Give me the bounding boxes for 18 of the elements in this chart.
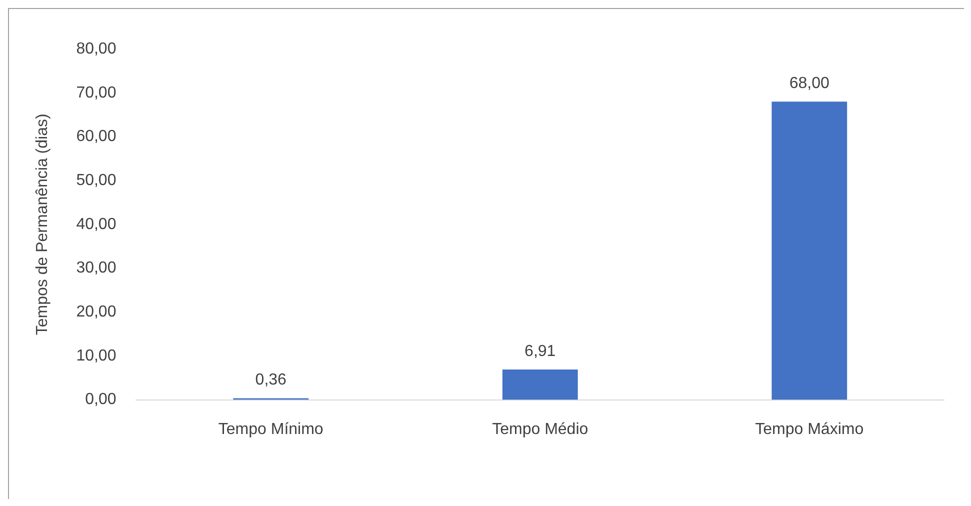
x-tick-label: Tempo Médio xyxy=(492,420,588,438)
y-tick-label: 60,00 xyxy=(76,128,116,146)
x-tick-label: Tempo Máximo xyxy=(755,420,864,438)
x-tick-label: Tempo Mínimo xyxy=(218,420,324,438)
y-tick-label: 0,00 xyxy=(85,391,116,408)
y-tick-label: 50,00 xyxy=(76,172,116,189)
y-axis-title: Tempos de Permanência (dias) xyxy=(34,114,52,336)
bar xyxy=(772,102,848,400)
y-tick-label: 10,00 xyxy=(76,347,116,364)
bar xyxy=(502,370,578,400)
data-label: 0,36 xyxy=(255,372,287,389)
y-tick-label: 30,00 xyxy=(76,260,116,277)
y-tick-label: 70,00 xyxy=(76,84,116,102)
data-label: 68,00 xyxy=(789,75,830,92)
y-tick-label: 20,00 xyxy=(76,304,116,321)
y-tick-label: 40,00 xyxy=(76,216,116,233)
y-tick-label: 80,00 xyxy=(76,40,116,58)
data-label: 6,91 xyxy=(524,342,556,360)
